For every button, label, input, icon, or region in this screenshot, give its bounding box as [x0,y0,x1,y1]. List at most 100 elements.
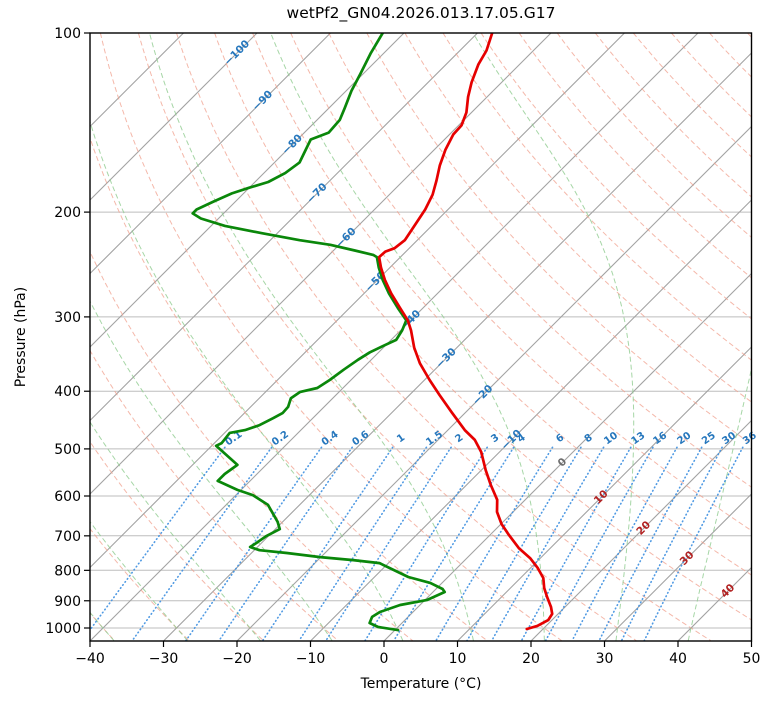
dry-adiabat-line [90,250,413,641]
mixing-ratio-label: 36 [741,430,759,447]
moist-adiabat-line [687,366,752,641]
dry-adiabat-line [632,33,752,158]
isotherm-line [163,52,752,641]
mixing-ratio-label: 0.6 [350,429,371,448]
mixing-ratio-label: 25 [700,430,718,447]
mixing-ratio-line [643,446,744,641]
dewpoint-curve [191,33,447,632]
mixing-ratio-line [620,446,723,641]
y-tick-label: 200 [54,205,81,221]
mixing-ratio-label: 20 [676,430,694,447]
moist-adiabat-line [90,611,115,641]
dry-adiabat-line [176,33,711,641]
x-tick-label: 0 [380,651,389,667]
y-tick-label: 700 [54,529,81,545]
y-tick-label: 400 [54,384,81,400]
mixing-ratio-line [393,446,515,641]
dry-adiabat-line [442,33,752,361]
x-tick-label: 10 [449,651,467,667]
dry-adiabat-line [90,527,190,641]
dry-adiabat-line [90,349,339,641]
moist-adiabat-line [472,33,635,641]
mixing-ratio-line [520,446,632,641]
dry-adiabat-lines [90,33,752,641]
dry-adiabat-line [328,33,752,488]
x-tick-label: −10 [296,651,326,667]
moist-adiabat-line [90,520,188,641]
dry-adiabat-line [709,33,752,78]
dry-adiabat-line [404,33,752,403]
isotherm-line [531,419,752,641]
mixing-ratio-line [262,446,394,641]
isotherm-line [90,33,625,569]
dry-adiabat-line [90,612,115,641]
x-tick-label: 20 [522,651,540,667]
dry-adiabat-line [290,33,752,532]
isotherm-line [384,272,752,641]
moist-adiabat-line [270,33,545,641]
isotherm-line [90,33,478,422]
profile-curves [191,33,554,632]
isotherm-line [604,493,752,641]
y-tick-label: 500 [54,442,81,458]
mixing-ratio-line [131,446,273,641]
mixing-ratio-line [466,446,582,641]
mixing-ratio-line [325,446,452,641]
isotherm-line [90,33,552,495]
y-tick-label: 900 [54,594,81,610]
isotherm-lines [90,33,775,641]
moist-adiabat-line [149,33,474,641]
moist-adiabat-line [761,33,775,641]
x-tick-label: −30 [149,651,179,667]
mixing-ratio-line [598,446,703,641]
x-axis-label: Temperature (°C) [360,676,482,692]
isotherm-line [457,346,752,641]
isotherm-line [90,33,184,128]
y-tick-label: 1000 [45,621,81,637]
mixing-ratio-line [185,446,323,641]
x-tick-label: 30 [596,651,614,667]
dry-adiabat-line [99,33,562,641]
isotherm-line [237,125,752,641]
isotherm-line [90,33,258,201]
y-tick-label: 300 [54,310,81,326]
dry-adiabat-line [90,136,488,641]
mixing-ratio-line [90,446,226,632]
dry-adiabat-line [366,33,752,445]
plot-border [89,32,753,642]
mixing-ratio-line [218,446,353,641]
mixing-ratio-label: 1 [395,432,407,445]
x-tick-label: −40 [75,651,105,667]
dry-adiabat-line [214,33,752,621]
mixing-ratio-label: 1.5 [424,429,445,448]
moist-adiabat-line [90,119,404,641]
dry-adiabat-line [480,33,752,320]
mixing-ratio-label: 0.2 [270,429,291,448]
x-tick-label: 40 [669,651,687,667]
mixing-ratio-label: 4 [516,432,528,445]
mixing-ratio-label: 8 [583,432,595,445]
x-tick-label: 50 [743,651,761,667]
mixing-ratio-label: 0.4 [320,429,341,448]
dry-adiabat-line [252,33,752,576]
mixing-ratio-lines [90,446,744,641]
isotherm-line [90,33,699,641]
y-tick-label: 600 [54,489,81,505]
isotherm-line [90,33,331,275]
moist-adiabat-line [90,421,261,641]
mixing-ratio-line [544,446,654,641]
temperature-curve [377,33,554,631]
mixing-ratio-line [435,446,554,641]
mixing-ratio-line [491,446,605,641]
moist-adiabat-lines [90,33,775,641]
isotherm-line [90,33,405,348]
dry-adiabat-line [556,33,752,238]
mixing-ratio-label: 6 [554,432,566,445]
isobar-gridlines [90,33,752,629]
isotherm-line [752,33,775,641]
y-tick-label: 100 [54,26,81,42]
chart-title: wetPf2_GN04.2026.013.17.05.G17 [286,4,556,22]
